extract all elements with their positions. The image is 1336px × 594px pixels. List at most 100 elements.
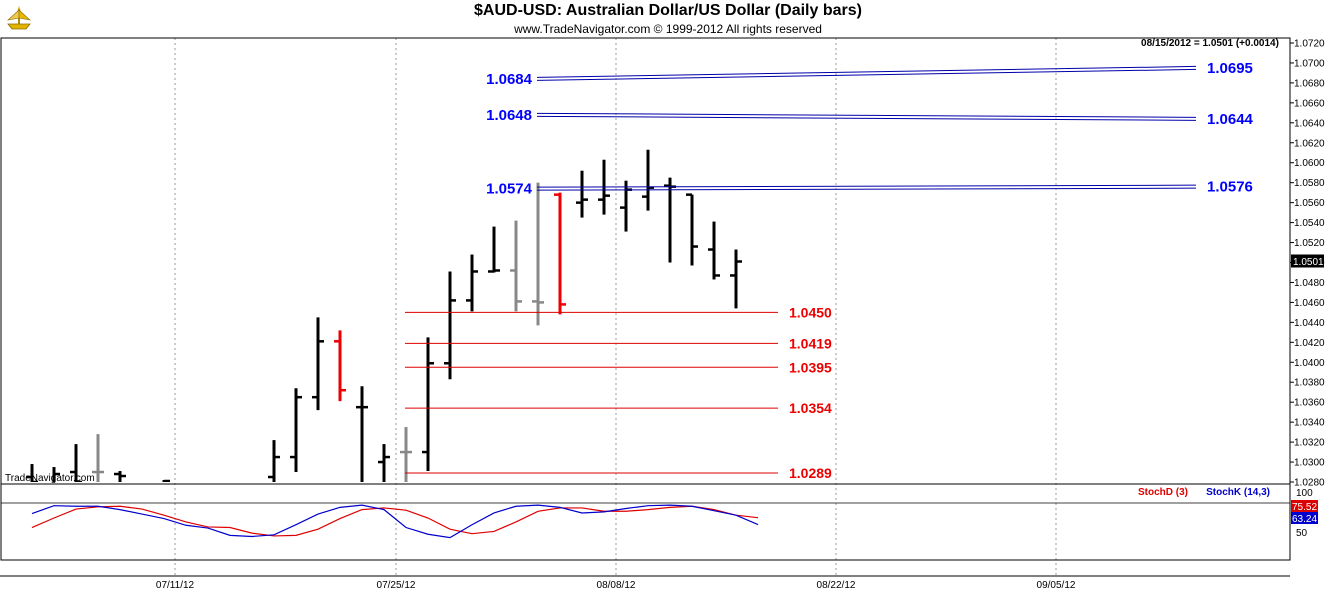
price-tick-label: 1.0280 <box>1294 478 1325 489</box>
blue-level-left-label: 1.0648 <box>486 107 532 124</box>
date-tick-label: 08/08/12 <box>597 580 636 591</box>
stochk-value-label: 63.24 <box>1292 514 1317 525</box>
ohlc-bar <box>642 149 654 211</box>
blue-level-right-label: 1.0644 <box>1207 111 1254 128</box>
chart-title: $AUD-USD: Australian Dollar/US Dollar (D… <box>474 2 862 19</box>
stochastic-panel <box>31 504 759 539</box>
price-tick-label: 1.0440 <box>1294 318 1325 329</box>
ohlc-bar <box>268 440 280 482</box>
stochk-line <box>31 504 759 539</box>
stochk-value-box <box>1291 512 1318 524</box>
last-price-label: 1.0501 <box>1293 257 1324 268</box>
stoch-tick-label: 50 <box>1296 528 1308 539</box>
ohlc-bar <box>26 464 38 482</box>
ohlc-bar <box>246 484 258 504</box>
last-price-box <box>1291 254 1324 268</box>
date-tick-label: 07/25/12 <box>377 580 416 591</box>
price-tick-label: 1.0520 <box>1294 238 1325 249</box>
price-tick-label: 1.0420 <box>1294 338 1325 349</box>
price-tick-label: 1.0300 <box>1294 458 1325 469</box>
blue-level-line <box>536 187 1197 191</box>
price-tick-label: 1.0700 <box>1294 58 1325 69</box>
date-tick-label: 08/22/12 <box>817 580 856 591</box>
price-tick-label: 1.0540 <box>1294 218 1325 229</box>
trade-navigator-logo-icon <box>7 6 31 30</box>
ohlc-bar <box>444 271 456 380</box>
ohlc-bar <box>510 220 522 312</box>
ohlc-bar <box>532 182 544 326</box>
price-tick-label: 1.0580 <box>1294 178 1325 189</box>
ohlc-bar <box>70 444 82 482</box>
stochd-value-box <box>1291 500 1318 512</box>
red-level: 1.0419 <box>405 335 832 351</box>
stochd-value-label: 75.52 <box>1292 502 1317 513</box>
copyright-text: www.TradeNavigator.com © 1999-2012 All r… <box>514 22 822 36</box>
last-price-readout: 08/15/2012 = 1.0501 (+0.0014) <box>1141 38 1279 49</box>
red-level-label: 1.0419 <box>789 335 832 351</box>
ohlc-bar <box>686 193 698 266</box>
blue-level-line <box>536 184 1197 188</box>
ohlc-bar <box>92 434 104 482</box>
price-tick-label: 1.0640 <box>1294 118 1325 129</box>
price-tick-label: 1.0320 <box>1294 438 1325 449</box>
ohlc-bar <box>664 177 676 263</box>
ohlc-bar <box>52 467 60 482</box>
price-tick-label: 1.0620 <box>1294 138 1325 149</box>
red-level-label: 1.0450 <box>789 304 832 320</box>
price-tick-label: 1.0560 <box>1294 198 1325 209</box>
date-tick-label: 09/05/12 <box>1037 580 1076 591</box>
blue-level: 1.0684 1.0695 <box>486 60 1253 88</box>
ohlc-bar <box>290 388 302 473</box>
ohlc-bar <box>202 482 214 500</box>
price-tick-label: 1.0460 <box>1294 298 1325 309</box>
price-tick-label: 1.0600 <box>1294 158 1325 169</box>
red-level: 1.0450 <box>405 304 832 320</box>
ohlc-bar <box>312 317 324 411</box>
red-level: 1.0354 <box>405 400 832 416</box>
ohlc-bar <box>356 386 368 482</box>
price-tick-label: 1.0720 <box>1294 38 1325 49</box>
ohlc-bar <box>400 427 412 482</box>
level-lines: 1.0684 1.0695 1.0648 1.0644 1.0574 1.0576 1.04… <box>405 60 1254 481</box>
ohlc-bar <box>554 192 566 315</box>
stoch-panel-frame <box>0 483 1291 561</box>
ohlc-bar <box>422 337 434 472</box>
date-axis: 07/11/12 07/25/12 08/08/12 08/22/12 09/05/12 <box>156 580 1076 591</box>
ohlc-bar <box>466 254 478 312</box>
blue-level: 1.0574 1.0576 <box>486 179 1253 198</box>
ohlc-bar <box>576 170 588 218</box>
blue-level-left-label: 1.0684 <box>486 71 533 88</box>
ohlc-bar <box>180 484 192 500</box>
red-level: 1.0395 <box>405 359 832 375</box>
price-tick-label: 1.0660 <box>1294 98 1325 109</box>
blue-level-right-label: 1.0695 <box>1207 60 1253 77</box>
red-level: 1.0289 <box>405 465 832 481</box>
stochd-line <box>31 505 759 537</box>
stoch-tick-label: 100 <box>1296 488 1313 499</box>
price-tick-label: 1.0680 <box>1294 78 1325 89</box>
price-tick-label: 1.0480 <box>1294 278 1325 289</box>
red-level-label: 1.0289 <box>789 465 832 481</box>
price-axis: 1.0280 1.0300 1.0320 1.0340 1.0360 1.0380 1.04… <box>1290 38 1325 539</box>
price-tick-label: 1.0360 <box>1294 398 1325 409</box>
red-level-label: 1.0354 <box>789 400 832 416</box>
ohlc-bar <box>488 226 500 273</box>
ohlc-bar <box>136 482 148 502</box>
price-tick-label: 1.0380 <box>1294 378 1325 389</box>
blue-level-line <box>536 68 1197 81</box>
ohlc-bar <box>162 479 170 482</box>
blue-level-line <box>536 65 1197 78</box>
stochk-legend: StochK (14,3) <box>1206 487 1270 498</box>
blue-level-line <box>536 112 1197 118</box>
price-tick-label: 1.0400 <box>1294 358 1325 369</box>
blue-level-right-label: 1.0576 <box>1207 179 1253 196</box>
blue-level: 1.0648 1.0644 <box>486 107 1253 128</box>
ohlc-bar <box>708 221 720 280</box>
ohlc-bars <box>26 149 742 504</box>
ohlc-bar <box>730 249 742 309</box>
ohlc-bar <box>334 330 346 402</box>
price-tick-label: 1.0340 <box>1294 418 1325 429</box>
ohlc-bar <box>620 180 632 232</box>
ohlc-bar <box>224 482 236 502</box>
